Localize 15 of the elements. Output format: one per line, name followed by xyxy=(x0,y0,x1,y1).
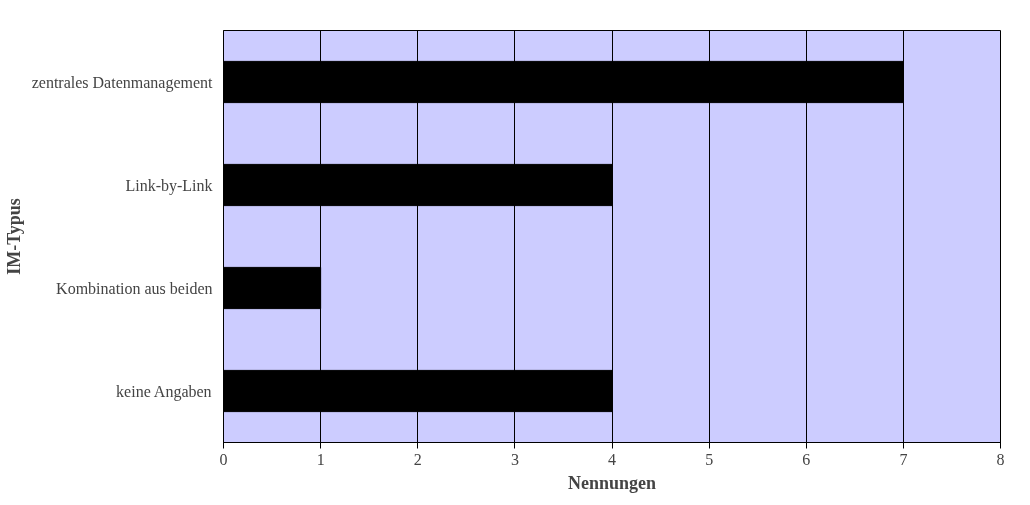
x-tick-label: 1 xyxy=(316,450,325,468)
y-tick-label: Kombination aus beiden xyxy=(56,279,213,297)
x-tick-label: 6 xyxy=(802,450,811,468)
x-tick-label: 8 xyxy=(996,450,1005,468)
x-tick-label: 4 xyxy=(608,450,616,468)
x-tick-label: 2 xyxy=(413,450,422,468)
x-tick-label: 0 xyxy=(219,450,228,468)
x-tick-label: 7 xyxy=(899,450,908,468)
x-tick-label: 3 xyxy=(510,450,519,468)
x-tick-label: 5 xyxy=(705,450,714,468)
x-axis-title: Nennungen xyxy=(567,472,657,493)
y-tick-label: Link-by-Link xyxy=(125,176,213,195)
y-tick-label: zentrales Datenmanagement xyxy=(31,73,214,92)
y-axis-title: IM-Typus xyxy=(3,198,24,275)
y-tick-label: keine Angaben xyxy=(116,382,212,401)
